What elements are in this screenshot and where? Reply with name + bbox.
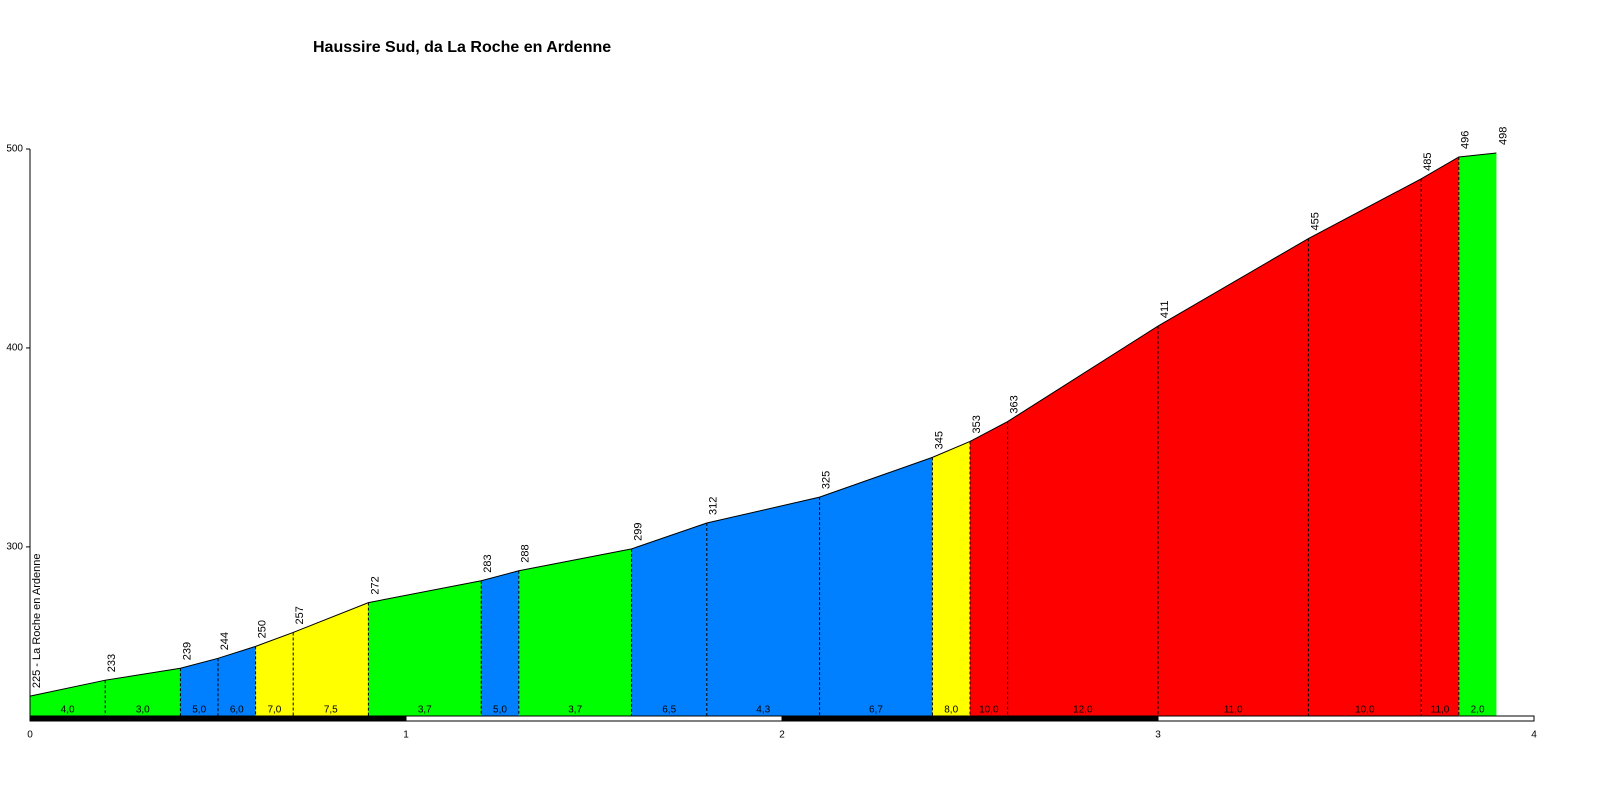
distance-bar (405, 715, 783, 722)
gradient-label: 4,0 (61, 705, 75, 716)
x-tick-label: 4 (1531, 730, 1537, 741)
elevation-label: 496 (1460, 131, 1472, 149)
gradient-label: 3,7 (418, 705, 432, 716)
start-label: 225 - La Roche en Ardenne (31, 554, 43, 689)
elevation-label: 244 (219, 632, 231, 650)
chart-title: Haussire Sud, da La Roche en Ardenne (313, 39, 611, 56)
gradient-segment (481, 570, 519, 716)
gradient-segment (932, 441, 970, 716)
gradient-label: 3,0 (136, 705, 150, 716)
elevation-label: 485 (1422, 152, 1434, 170)
gradient-label: 4,3 (756, 705, 770, 716)
elevation-label: 233 (106, 654, 118, 672)
gradient-segment (1458, 152, 1497, 716)
elevation-label: 250 (257, 620, 269, 638)
gradient-segment (218, 646, 256, 716)
gradient-label: 3,7 (568, 705, 582, 716)
gradient-label: 6,5 (662, 705, 676, 716)
gradient-label: 8,0 (944, 705, 958, 716)
gradient-segment (631, 523, 707, 716)
x-tick-label: 0 (27, 730, 33, 741)
elevation-label: 283 (482, 554, 494, 572)
elevation-label: 257 (294, 606, 306, 624)
distance-bar (29, 715, 407, 722)
elevation-label: 411 (1159, 301, 1171, 319)
elevation-label: 455 (1309, 212, 1321, 230)
elevation-label: 363 (1009, 395, 1021, 413)
gradient-segment (706, 497, 820, 716)
gradient-segment (819, 457, 933, 716)
x-tick-label: 2 (779, 730, 785, 741)
y-tick-label: 300 (6, 542, 23, 553)
x-tick-label: 1 (403, 730, 409, 741)
gradient-label: 5,0 (493, 705, 507, 716)
gradient-label: 10,0 (979, 705, 999, 716)
gradient-label: 7,0 (267, 705, 281, 716)
y-tick-label: 500 (6, 144, 23, 155)
elevation-label: 353 (971, 415, 983, 433)
elevation-label: 272 (369, 576, 381, 594)
gradient-label: 12,0 (1073, 705, 1093, 716)
gradient-label: 2,0 (1471, 705, 1485, 716)
gradient-segment (1158, 238, 1309, 717)
gradient-label: 11,0 (1431, 705, 1450, 716)
distance-bar (781, 715, 1159, 722)
gradient-segment (30, 680, 106, 716)
gradient-label: 11,0 (1224, 705, 1243, 716)
y-tick-label: 400 (6, 343, 23, 354)
gradient-segment (180, 658, 218, 716)
elevation-label: 288 (520, 544, 532, 562)
x-tick-label: 3 (1155, 730, 1161, 741)
gradient-label: 6,0 (230, 705, 244, 716)
elevation-label: 239 (181, 642, 193, 660)
distance-bar (1157, 715, 1535, 722)
gradient-label: 5,0 (192, 705, 206, 716)
gradient-segment (255, 632, 294, 716)
gradient-label: 6,7 (869, 705, 883, 716)
elevation-label: 299 (633, 523, 645, 541)
gradient-segment (368, 580, 482, 716)
gradient-segment (518, 548, 632, 716)
gradient-segment (1007, 326, 1158, 716)
elevation-label: 312 (708, 497, 720, 515)
gradient-label: 7,5 (324, 705, 338, 716)
elevation-label: 498 (1497, 127, 1509, 145)
gradient-segment (1308, 178, 1422, 716)
elevation-label: 325 (821, 471, 833, 489)
gradient-segment (105, 668, 181, 716)
gradient-segment (1421, 156, 1459, 717)
elevation-label: 345 (933, 431, 945, 449)
profile-line (29, 152, 1497, 697)
gradient-segment (970, 421, 1008, 716)
gradient-segment (293, 602, 369, 716)
gradient-label: 10,0 (1355, 705, 1375, 716)
